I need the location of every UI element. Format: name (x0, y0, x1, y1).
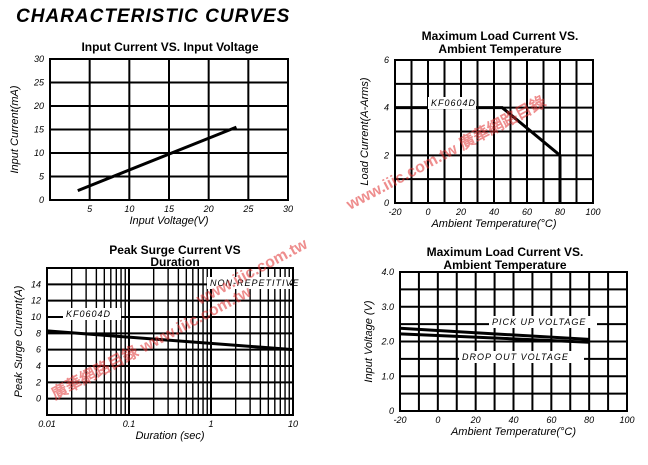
annotation-non-repetitive: NON-REPETITIVE (210, 278, 300, 288)
x-tick-label: 60 (546, 415, 556, 425)
page-title: CHARACTERISTIC CURVES (16, 6, 291, 27)
x-tick-label: -20 (393, 415, 406, 425)
y-tick-label: 6 (384, 55, 389, 65)
series-line (399, 332, 590, 344)
watermark-text-mid: www.iiic.com.tw 廣華網路目錄 (342, 92, 549, 214)
chart-input-current-vs-voltage: Input Current VS. Input Voltage 0 5 10 15 20 2… (9, 40, 293, 227)
y-tick-label: 3.0 (381, 302, 394, 312)
chart-title: Maximum Load Current VS. (427, 245, 584, 259)
y-tick-label: 15 (34, 125, 45, 135)
annotation-drop-out-voltage: DROP OUT VOLTAGE (462, 352, 569, 362)
y-tick-label: 8 (36, 328, 41, 338)
x-tick-label: 100 (585, 207, 600, 217)
y-tick-label: 10 (31, 312, 41, 322)
plot-frame (46, 267, 294, 416)
y-axis-label: Peak Surge Current(A) (13, 285, 25, 397)
x-tick-label: 20 (455, 207, 466, 217)
y-tick-label: 2 (383, 150, 389, 160)
y-tick-label: 2.0 (380, 337, 394, 347)
x-tick-label: 0.01 (38, 419, 56, 429)
annotation-non-repetitive-bg (207, 277, 290, 289)
y-tick-label: 20 (33, 101, 44, 111)
y-tick-label: 1.0 (381, 371, 394, 381)
x-tick-label: -20 (388, 207, 401, 217)
annotation-kf0604d-bg (63, 308, 121, 320)
y-tick-label: 4 (36, 361, 41, 371)
annotation-pick-up-voltage-bg (489, 316, 597, 328)
y-tick-label: 4 (384, 103, 389, 113)
chart-title: Input Current VS. Input Voltage (81, 40, 258, 54)
annotation-kf0604d: KF0604D (431, 98, 476, 108)
y-axis-label: Input Current(mA) (9, 85, 21, 173)
y-tick-label: 14 (31, 279, 41, 289)
annotation-kf0604d: KF0604D (66, 309, 111, 319)
x-tick-label: 40 (489, 207, 499, 217)
x-tick-label: 80 (555, 207, 565, 217)
x-axis-label: Ambient Temperature(°C) (450, 426, 576, 438)
x-tick-label: 10 (288, 419, 298, 429)
y-tick-label: 0 (36, 394, 41, 404)
x-tick-label: 0 (435, 415, 440, 425)
annotation-pick-up-voltage: PICK UP VOLTAGE (492, 317, 586, 327)
y-axis-label: Load Current(A-Arms) (359, 77, 371, 186)
y-tick-label: 6 (36, 345, 41, 355)
chart-input-voltage-vs-temperature: Maximum Load Current VS.Ambient Temperat… (363, 245, 635, 438)
x-tick-label: 25 (242, 204, 254, 214)
x-tick-label: 5 (87, 204, 93, 214)
series-line (77, 125, 237, 192)
y-tick-label: 0 (389, 406, 394, 416)
y-tick-label: 12 (31, 296, 41, 306)
y-tick-label: 10 (34, 148, 44, 158)
series-line (46, 329, 294, 352)
chart-load-current-vs-temperature: Maximum Load Current VS.Ambient Temperat… (359, 29, 601, 230)
y-tick-label: 2 (35, 377, 41, 387)
chart-title: Duration (150, 255, 199, 269)
chart-title: Peak Surge Current VS (109, 243, 240, 257)
x-tick-label: 15 (164, 204, 175, 214)
x-tick-label: 100 (619, 415, 634, 425)
x-tick-label: 0.1 (123, 419, 136, 429)
chart-title: Ambient Temperature (443, 258, 566, 272)
chart-title: Ambient Temperature (438, 42, 561, 56)
y-tick-label: 5 (39, 172, 45, 182)
x-axis-label: Ambient Temperature(°C) (430, 218, 556, 230)
x-tick-label: 60 (522, 207, 532, 217)
x-tick-label: 20 (203, 204, 214, 214)
x-axis-label: Duration (sec) (135, 430, 204, 442)
x-tick-label: 40 (508, 415, 518, 425)
x-tick-label: 1 (208, 419, 213, 429)
series-line (399, 326, 590, 341)
x-tick-label: 0 (425, 207, 430, 217)
y-tick-label: 4.0 (381, 267, 394, 277)
y-tick-label: 0 (384, 198, 389, 208)
chart-title: Maximum Load Current VS. (422, 29, 579, 43)
x-tick-label: 80 (584, 415, 594, 425)
y-axis-label: Input Voltage (V) (363, 300, 375, 382)
y-tick-label: 25 (33, 78, 45, 88)
x-tick-label: 20 (470, 415, 481, 425)
x-tick-label: 30 (283, 204, 293, 214)
x-tick-label: 10 (124, 204, 134, 214)
y-tick-label: 0 (39, 195, 44, 205)
annotation-kf0604d-bg (428, 97, 476, 109)
y-tick-label: 30 (34, 54, 44, 64)
annotation-drop-out-voltage-bg (459, 351, 584, 363)
x-axis-label: Input Voltage(V) (129, 215, 208, 227)
